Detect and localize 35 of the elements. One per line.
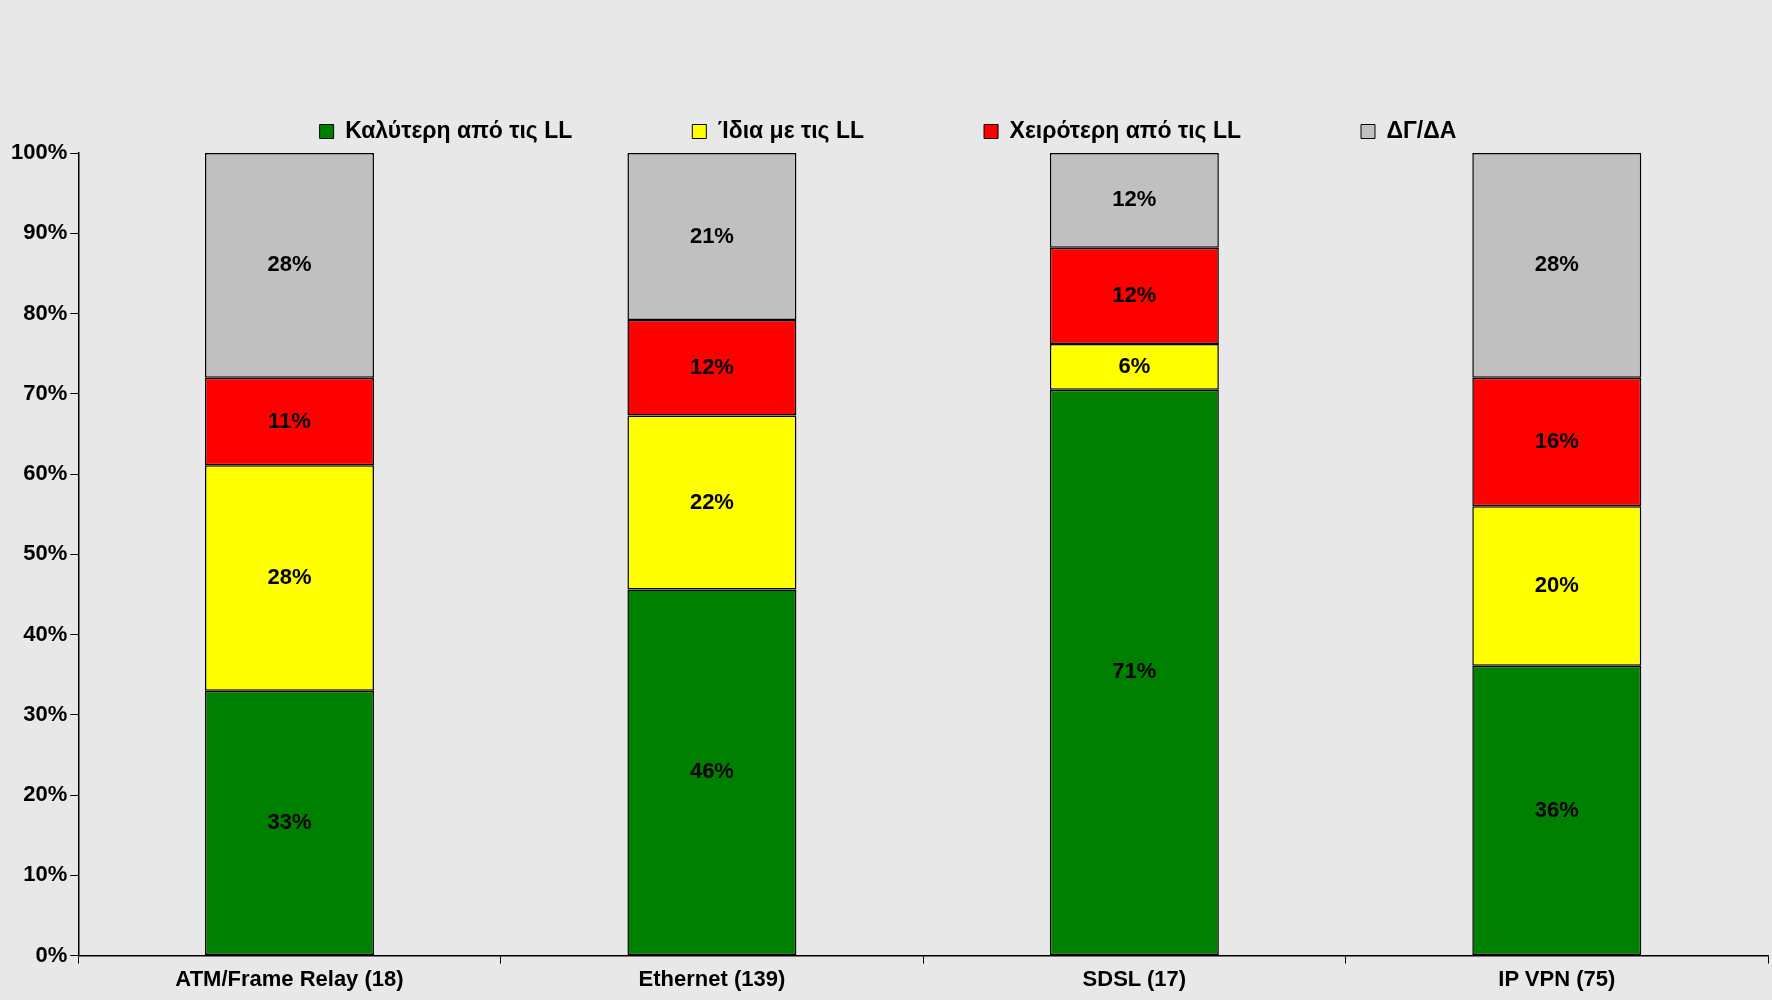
x-tick-label: Ethernet (139): [638, 965, 786, 991]
y-tick-label: 80%: [23, 299, 68, 325]
legend-label: ΔΓ/ΔΑ: [1386, 116, 1457, 143]
data-label: 46%: [689, 758, 734, 784]
y-tick-label: 90%: [23, 219, 68, 245]
y-tick-label: 70%: [23, 379, 68, 405]
data-label: 36%: [1534, 796, 1579, 822]
y-tick-label: 40%: [23, 620, 68, 646]
y-tick-label: 10%: [23, 861, 68, 887]
data-label: 71%: [1112, 658, 1157, 684]
data-label: 6%: [1118, 352, 1151, 378]
data-label: 12%: [1112, 281, 1157, 307]
x-tick-label: IP VPN (75): [1498, 965, 1616, 991]
y-tick-label: 50%: [23, 540, 68, 566]
y-tick-label: 60%: [23, 460, 68, 486]
x-tick-label: ATM/Frame Relay (18): [175, 965, 404, 991]
y-tick-label: 30%: [23, 700, 68, 726]
data-label: 11%: [268, 407, 311, 433]
data-label: 12%: [689, 353, 734, 379]
data-label: 33%: [267, 808, 312, 834]
y-tick-label: 0%: [35, 941, 68, 967]
legend-label: Καλύτερη από τις LL: [345, 116, 573, 143]
data-label: 28%: [1534, 251, 1579, 277]
legend-label: Χειρότερη από τις LL: [1009, 116, 1241, 143]
data-label: 21%: [689, 222, 734, 248]
y-tick-label: 20%: [23, 781, 68, 807]
data-label: 28%: [267, 564, 312, 590]
data-label: 16%: [1534, 428, 1579, 453]
legend-label: Ίδια με τις LL: [717, 116, 865, 143]
x-tick-label: SDSL (17): [1082, 965, 1187, 991]
data-label: 20%: [1534, 572, 1579, 598]
y-tick-label: 100%: [10, 139, 68, 165]
data-label: 28%: [267, 251, 312, 277]
data-label: 22%: [689, 488, 734, 514]
data-label: 12%: [1112, 186, 1157, 212]
